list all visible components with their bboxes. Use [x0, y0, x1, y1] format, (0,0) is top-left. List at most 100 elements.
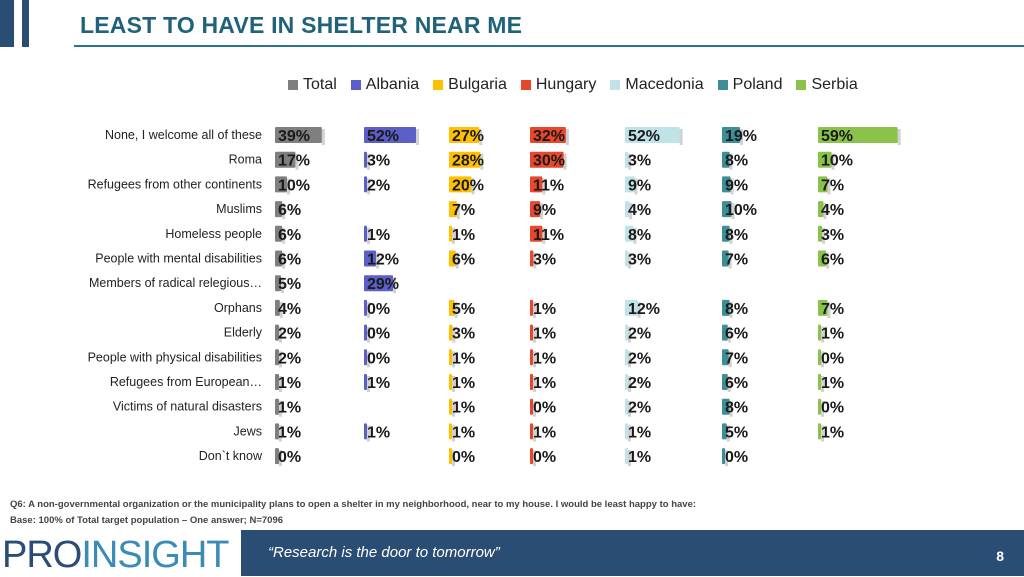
data-label-albania: 0% [367, 350, 390, 367]
legend-label-total: Total [303, 76, 337, 93]
data-label-bulgaria: 7% [452, 202, 475, 219]
data-label-total: 2% [278, 326, 301, 343]
bar-albania [364, 324, 367, 341]
data-label-macedonia: 12% [628, 301, 660, 318]
data-label-macedonia: 8% [628, 227, 651, 244]
bar-bulgaria [449, 225, 452, 242]
bar-poland [722, 250, 729, 267]
legend-label-albania: Albania [365, 76, 420, 93]
bar-total [275, 176, 287, 193]
bar-total [275, 250, 283, 267]
bar-shadow [376, 252, 379, 269]
data-label-total: 6% [278, 252, 301, 269]
bar-shadow [729, 400, 733, 417]
footnote-base: Base: 100% of Total target population – … [10, 515, 284, 526]
bar-poland [722, 324, 728, 341]
bar-shadow [729, 153, 733, 170]
bar-macedonia [625, 250, 629, 267]
category-label: People with physical disabilities [88, 350, 262, 364]
bar-hungary [530, 398, 533, 415]
bar-total [275, 324, 279, 341]
data-label-macedonia: 1% [628, 449, 651, 466]
bar-albania [364, 349, 367, 366]
bar-serbia [818, 299, 828, 316]
bar-shadow [295, 153, 299, 170]
data-label-bulgaria: 3% [452, 326, 475, 343]
bar-shadow [821, 326, 824, 343]
data-label-bulgaria: 6% [452, 252, 475, 269]
bar-shadow [533, 252, 537, 269]
data-label-hungary: 1% [533, 350, 556, 367]
bar-total [275, 225, 283, 242]
bar-shadow [452, 425, 455, 442]
bar-shadow [542, 178, 546, 195]
data-label-serbia: 6% [821, 252, 844, 269]
bar-albania [364, 127, 416, 143]
data-label-poland: 7% [725, 252, 748, 269]
bar-shadow [725, 450, 728, 467]
data-label-poland: 8% [725, 227, 748, 244]
bar-serbia [818, 201, 824, 218]
data-label-serbia: 59% [821, 128, 853, 145]
legend-swatch-total [288, 80, 298, 90]
title-accent-bar [0, 0, 14, 47]
bar-albania [364, 151, 367, 168]
legend-swatch-bulgaria [433, 80, 444, 90]
data-label-albania: 1% [367, 227, 390, 244]
bar-poland [722, 374, 728, 390]
category-label: Jews [234, 424, 262, 438]
bar-bulgaria [449, 374, 452, 390]
data-label-serbia: 0% [821, 400, 844, 417]
data-label-hungary: 11% [533, 227, 564, 244]
data-label-bulgaria: 1% [452, 400, 475, 417]
bar-shadow [628, 153, 632, 170]
data-label-serbia: 4% [821, 202, 844, 219]
bar-total [275, 127, 322, 143]
bar-shadow [533, 400, 536, 417]
footer: PROINSIGHT “Research is the door to tomo… [0, 530, 1024, 576]
bar-shadow [629, 203, 633, 220]
legend-item-serbia: Serbia [796, 76, 858, 94]
bar-shadow [367, 326, 370, 343]
data-label-serbia: 7% [821, 301, 844, 318]
bar-hungary [530, 324, 533, 341]
data-label-bulgaria: 1% [452, 350, 475, 367]
category-label: None, I welcome all of these [105, 128, 262, 142]
bar-total [275, 275, 281, 292]
bar-serbia [818, 324, 821, 341]
data-label-albania: 52% [367, 128, 399, 145]
data-label-poland: 10% [725, 202, 757, 219]
data-label-bulgaria: 28% [452, 153, 484, 170]
category-label: Homeless people [165, 227, 262, 241]
bar-albania [364, 423, 367, 440]
bar-shadow [367, 425, 370, 442]
legend-swatch-serbia [796, 80, 807, 90]
bar-shadow [628, 376, 631, 392]
data-label-hungary: 1% [533, 326, 556, 343]
bar-hungary [530, 127, 566, 143]
bar-shadow [452, 400, 455, 417]
title-underline [74, 45, 1024, 47]
bar-shadow [321, 129, 325, 145]
data-label-total: 0% [278, 449, 301, 466]
bar-shadow [452, 376, 455, 392]
data-label-poland: 8% [725, 153, 748, 170]
proinsight-logo: PROINSIGHT [2, 534, 229, 577]
bar-shadow [452, 326, 456, 343]
bar-shadow [533, 301, 536, 318]
bar-shadow [452, 227, 455, 244]
data-label-poland: 6% [725, 326, 748, 343]
bar-shadow [279, 450, 282, 467]
bar-shadow [726, 425, 730, 442]
data-label-total: 4% [278, 301, 301, 318]
bar-bulgaria [449, 423, 452, 440]
category-label: Muslims [216, 202, 262, 216]
bar-shadow [565, 129, 569, 145]
bar-shadow [479, 129, 483, 145]
bar-shadow [287, 178, 290, 195]
bar-hungary [530, 176, 543, 193]
legend-swatch-macedonia [610, 80, 621, 90]
bar-albania [364, 374, 367, 390]
data-label-total: 1% [278, 375, 301, 392]
bar-shadow [367, 227, 370, 244]
